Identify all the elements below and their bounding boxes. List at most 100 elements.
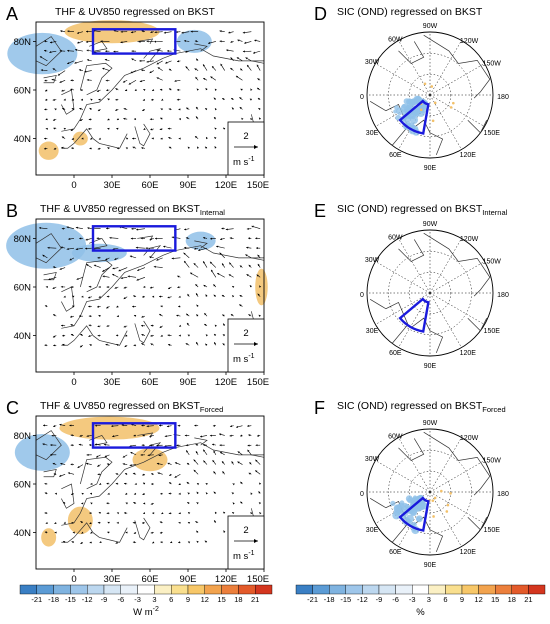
wind-vector-head (222, 263, 224, 266)
polar-coastline (467, 516, 488, 531)
wind-vector-head (90, 492, 93, 495)
wind-vector-head (196, 483, 200, 486)
wind-vector-head (99, 540, 102, 543)
lon-tick-label: 60E (142, 574, 159, 585)
wind-vector-head (104, 455, 107, 458)
wind-vector-head (160, 137, 163, 140)
wind-vector-head (113, 50, 116, 53)
sic-anomaly-positive (449, 106, 453, 109)
lon-tick-label: 0 (71, 377, 76, 388)
wind-vector-head (185, 50, 188, 53)
bks-sector-box (398, 496, 430, 532)
wind-vector-head (203, 78, 206, 81)
wind-vector-head (240, 481, 243, 484)
wind-vector-head (105, 50, 108, 53)
polar-lon-label: 150W (483, 458, 502, 465)
wind-vector-head (220, 452, 223, 454)
colorbar-level: -12 (82, 595, 93, 604)
wind-vector-head (194, 68, 197, 71)
wind-vector-head (60, 285, 63, 288)
wind-vector-head (79, 237, 82, 240)
wind-vector-head (133, 118, 136, 121)
wind-vector-head (102, 269, 105, 272)
wind-vector-head (69, 424, 72, 427)
sic-anomaly (415, 515, 423, 523)
flux-patch-neg (7, 32, 78, 75)
sic-anomaly (397, 508, 402, 512)
colorbar-swatch (445, 584, 463, 595)
wind-vector-head (239, 107, 242, 110)
wind-vector-head (79, 107, 82, 110)
coastline (251, 257, 265, 261)
wind-vector-head (112, 267, 115, 270)
wind-vector-head (143, 512, 146, 515)
wind-vector-head (85, 40, 88, 43)
wind-vector-head (125, 502, 128, 505)
wind-vector-head (141, 315, 144, 318)
coastline (61, 128, 128, 149)
polar-coastline (410, 119, 444, 155)
coastline (251, 60, 265, 64)
panel-b-title: THF & UV850 regressed on BKSTInternal (40, 203, 225, 218)
lon-tick-label: 150E (247, 180, 269, 191)
wind-vector-head (70, 315, 73, 318)
wind-vector-head (156, 77, 159, 80)
wind-vector-head (43, 424, 46, 427)
wind-vector-head (98, 137, 102, 140)
lat-tick-label: 60N (14, 283, 32, 294)
wind-vector-head (69, 258, 72, 261)
wind-vector-head (152, 541, 155, 544)
coastline (194, 240, 208, 249)
wind-vector-head (116, 344, 119, 347)
wind-vector-head (129, 464, 132, 467)
colorbar-level: 12 (474, 595, 482, 604)
wind-vector-head (90, 502, 93, 505)
colorbar-swatch (478, 584, 496, 595)
colorbar-swatch (187, 584, 205, 595)
wind-vector-head (114, 286, 117, 289)
wind-vector-head (98, 315, 101, 317)
wind-vector-head (88, 285, 91, 288)
wind-vector-head (126, 137, 129, 140)
wind-vector-head (51, 434, 54, 437)
reference-vector-head (254, 539, 258, 543)
polar-lon-label: 60E (389, 549, 402, 556)
colorbar-swatch (170, 584, 189, 595)
wind-vector-head (154, 40, 157, 43)
sic-anomaly-positive (433, 496, 437, 500)
sic-anomaly-positive (449, 492, 452, 495)
colorbar-swatch (204, 584, 222, 595)
wind-vector-head (149, 238, 152, 241)
wind-vector-head (168, 108, 171, 111)
polar-coastline (398, 438, 425, 461)
polar-lon-label: 0 (360, 491, 364, 498)
wind-vector-head (130, 237, 133, 240)
wind-vector-head (44, 512, 47, 515)
wind-vector-head (71, 98, 74, 101)
wind-vector-head (132, 146, 135, 149)
wind-vector-head (214, 520, 217, 523)
colorbar-level: 6 (169, 595, 173, 604)
wind-vector-head (99, 482, 102, 485)
wind-vector-head (160, 492, 163, 495)
wind-vector-head (106, 463, 110, 466)
wind-vector-head (70, 128, 73, 131)
polar-lon-label: 180 (497, 94, 509, 101)
wind-vector-head (185, 444, 188, 447)
wind-vector-head (85, 238, 88, 241)
polar-lon-label: 30W (365, 59, 380, 66)
wind-vector-head (79, 315, 81, 318)
colorbar-level: -21 (31, 595, 42, 604)
coastline (79, 456, 113, 490)
wind-vector-head (229, 425, 233, 428)
panel-letter-c: C (6, 398, 19, 418)
wind-vector-head (124, 482, 127, 485)
wind-vector-head (66, 247, 69, 251)
colorbar-level: -3 (409, 595, 416, 604)
wind-vector-head (214, 324, 217, 327)
wind-vector-head (53, 147, 56, 150)
wind-vector-head (259, 512, 262, 515)
wind-vector-head (141, 30, 144, 33)
wind-vector-head (87, 227, 90, 230)
wind-vector-head (213, 294, 216, 297)
